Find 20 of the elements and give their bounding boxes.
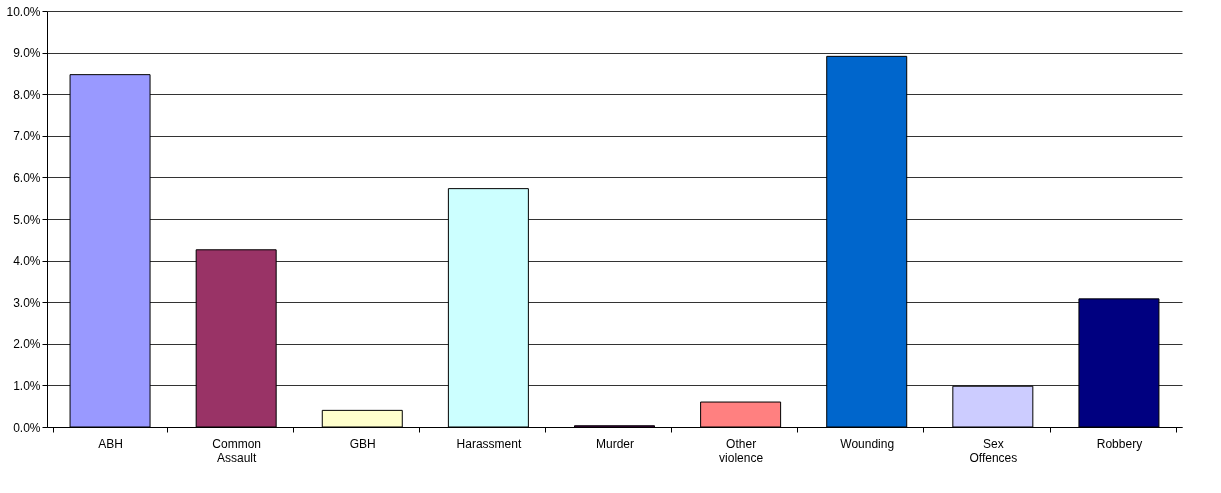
x-tick-label: Harassment	[456, 436, 522, 451]
y-tick-label: 7.0%	[13, 129, 41, 144]
y-tick-label: 2.0%	[13, 337, 41, 352]
x-tick-label: ABH	[98, 436, 123, 451]
x-tick-label: Murder	[595, 436, 635, 451]
y-tick-label: 0.0%	[13, 420, 41, 435]
x-tick-label: Other violence	[719, 436, 764, 465]
y-tick-label: 9.0%	[13, 46, 41, 61]
y-tick-label: 6.0%	[13, 170, 41, 185]
y-tick-label: 1.0%	[13, 378, 41, 393]
y-tick-label: 3.0%	[13, 295, 41, 310]
x-tick-label: Common Assault	[212, 436, 262, 465]
y-tick-label: 10.0%	[6, 4, 41, 19]
y-tick-label: 8.0%	[13, 87, 41, 102]
y-tick-label: 4.0%	[13, 254, 41, 269]
y-tick-label: 5.0%	[13, 212, 41, 227]
x-tick-label: Sex Offences	[969, 436, 1018, 465]
x-tick-label: Robbery	[1096, 436, 1143, 451]
x-tick-label: Wounding	[840, 436, 895, 451]
x-tick-label: GBH	[349, 436, 376, 451]
